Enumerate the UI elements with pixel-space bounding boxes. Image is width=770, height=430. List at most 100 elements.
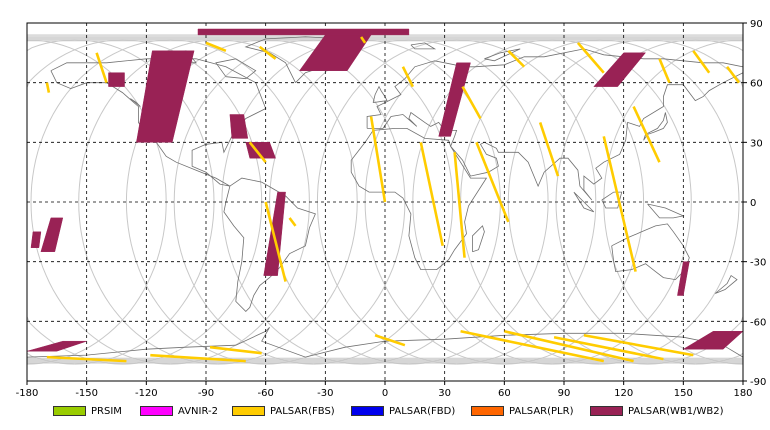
fbs-swath	[288, 217, 297, 227]
fbs-swath	[461, 86, 482, 120]
legend-label: AVNIR-2	[178, 405, 218, 417]
orbit-track	[173, 39, 314, 365]
coastline	[647, 203, 685, 219]
fbs-swath	[475, 141, 510, 223]
y-tick-label: 60	[750, 79, 763, 90]
x-tick-label: 120	[614, 388, 633, 399]
wb-swath	[136, 50, 195, 143]
x-tick-label: -30	[317, 388, 333, 399]
legend-item-prsim: PRSIM	[53, 404, 122, 418]
coastline	[410, 42, 437, 50]
fbs-swath	[507, 49, 526, 68]
legend-label: PALSAR(FBS)	[270, 405, 335, 417]
legend-label: PALSAR(PLR)	[509, 405, 574, 417]
orbit-track	[456, 39, 597, 365]
axis-labels: -180 -150 -120 -90 -60 -30 0 30 60 90 120 150 180 90 6…	[16, 19, 767, 399]
legend: PRSIM AVNIR-2 PALSAR(FBS) PALSAR(FBD) PALSAR…	[0, 400, 770, 422]
fbs-swath	[150, 353, 246, 363]
swaths	[26, 28, 744, 363]
legend-label: PALSAR(FBD)	[389, 405, 456, 417]
wb-swath	[40, 217, 64, 252]
fbs-swath	[658, 58, 671, 84]
coastline	[350, 127, 488, 271]
wb-swath	[593, 52, 647, 87]
x-tick-label: -90	[198, 388, 214, 399]
x-tick-label: 0	[382, 388, 388, 399]
legend-item-wb: PALSAR(WB1/WB2)	[590, 404, 724, 418]
fbs-swath	[576, 42, 605, 74]
x-tick-label: 60	[498, 388, 511, 399]
coastline	[643, 112, 668, 141]
x-tick-label: -180	[16, 388, 39, 399]
coastline	[215, 58, 257, 80]
fbs-swath	[205, 41, 227, 53]
fbs-swath	[95, 52, 108, 84]
legend-swatch	[140, 406, 173, 416]
y-tick-label: -60	[750, 317, 766, 328]
fbs-swath	[258, 45, 277, 60]
legend-swatch	[53, 406, 86, 416]
fbs-swath	[602, 136, 637, 272]
y-tick-label: 90	[750, 19, 763, 30]
coastline	[50, 58, 267, 187]
wb-swath	[438, 62, 471, 137]
legend-swatch	[590, 406, 623, 416]
legend-item-avnir2: AVNIR-2	[140, 404, 218, 418]
fbs-swath	[553, 335, 664, 361]
legend-swatch	[471, 406, 504, 416]
coastline	[223, 177, 316, 312]
orbit-track	[125, 39, 266, 365]
fbs-swath	[453, 152, 466, 258]
y-tick-label: -30	[750, 258, 766, 269]
x-tick-label: -150	[75, 388, 98, 399]
legend-swatch	[351, 406, 384, 416]
x-tick-label: -120	[135, 388, 158, 399]
fbs-swath	[504, 330, 634, 363]
y-tick-label: 30	[750, 138, 763, 149]
wb-swath	[30, 231, 42, 248]
fbs-swath	[264, 201, 287, 282]
orbit-track	[313, 39, 454, 365]
x-tick-label: 150	[674, 388, 693, 399]
fbs-swath	[46, 355, 127, 363]
orbit-track	[408, 39, 549, 365]
legend-item-fbd: PALSAR(FBD)	[351, 404, 455, 418]
x-tick-label: 30	[438, 388, 451, 399]
fbs-swath	[401, 66, 415, 88]
coastline	[26, 327, 744, 358]
coastline	[472, 225, 485, 253]
wb-swath	[229, 114, 249, 139]
coastline	[573, 191, 595, 213]
coastline	[372, 85, 388, 103]
y-tick-label: -90	[750, 377, 766, 388]
coastline	[366, 48, 744, 201]
wb-swath	[197, 28, 410, 36]
coverage-map: -180 -150 -120 -90 -60 -30 0 30 60 90 120 150 180 90 6…	[16, 19, 767, 399]
x-tick-label: -60	[257, 388, 273, 399]
fbs-swath	[538, 122, 560, 177]
coastline	[714, 275, 738, 294]
legend-label: PALSAR(WB1/WB2)	[628, 405, 724, 417]
legend-swatch	[232, 406, 265, 416]
orbit-track	[78, 39, 218, 365]
x-tick-label: 90	[558, 388, 571, 399]
fbs-swath	[374, 334, 406, 347]
legend-item-plr: PALSAR(PLR)	[471, 404, 573, 418]
fbs-swath	[692, 50, 711, 74]
fbs-swath	[369, 116, 387, 203]
x-tick-label: 180	[733, 388, 752, 399]
fbs-swath	[360, 36, 367, 44]
coastline	[484, 48, 521, 62]
legend-item-fbs: PALSAR(FBS)	[232, 404, 335, 418]
y-tick-label: 0	[750, 198, 756, 209]
wb-swath	[108, 72, 125, 87]
orbit-track	[599, 39, 740, 365]
fbs-swath	[726, 65, 741, 84]
wb-swath	[677, 261, 690, 296]
fbs-swath	[248, 141, 267, 164]
grid-lines	[27, 23, 743, 381]
fbs-swath	[583, 333, 694, 357]
fbs-swath	[632, 105, 661, 163]
fbs-swath	[209, 345, 262, 355]
legend-label: PRSIM	[91, 405, 122, 417]
